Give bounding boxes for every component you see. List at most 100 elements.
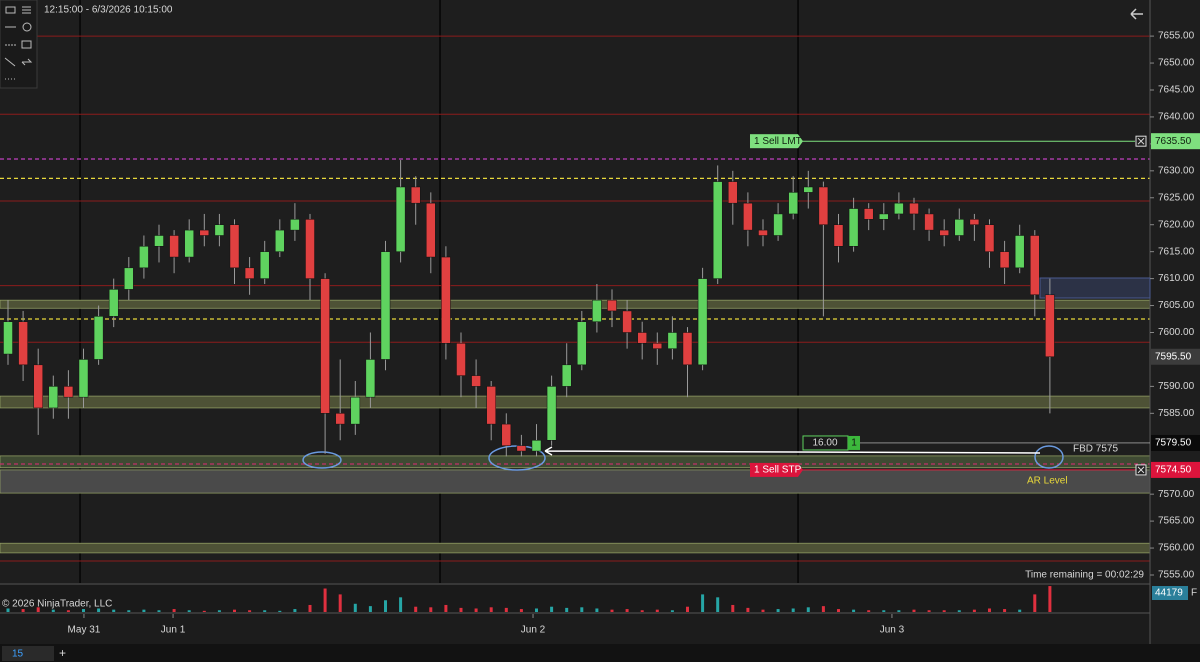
volume-bar [972,609,976,612]
volume-bar [927,610,931,612]
candle-body [969,219,980,225]
candle-body [516,445,527,452]
volume-bar [142,609,146,612]
candle-body [154,235,164,247]
volume-bar [278,610,282,612]
candle-body [259,251,270,279]
tool-lines[interactable] [22,6,31,14]
tool-trend[interactable] [4,57,16,67]
under-layer [0,0,1151,614]
volume-bar [1003,609,1007,612]
volume-bar [685,606,689,612]
position-qty-box [848,435,860,450]
over-layer: 7655.007650.007645.007640.007635.007630.… [3,31,1200,636]
volume-bar [82,609,86,612]
candle-body [33,364,43,409]
volume-bar [157,610,161,612]
volume-bar [640,610,644,612]
x-tick-label: Jun 2 [521,625,546,636]
y-tick-label: 7625.00 [1158,192,1195,203]
y-tick-label: 7585.00 [1158,408,1195,419]
order-tag-tip [798,134,803,149]
volume-bar [187,610,191,612]
tab-label[interactable]: 15 [12,649,24,660]
y-tick-label: 7610.00 [1158,273,1195,284]
candle-body [788,192,798,215]
volume-bar [761,609,765,612]
tool-rect[interactable] [5,6,16,14]
candle-body [169,235,179,258]
volume-bar [821,606,825,612]
candle-body [592,299,602,322]
volume-bar [716,597,720,612]
tab-bar [0,644,1200,662]
y-tick-label: 7620.00 [1158,219,1195,230]
candle-body [305,219,315,279]
candle-body [924,213,934,231]
back-arrow[interactable] [1130,8,1143,20]
order-label[interactable]: 1 Sell STP [754,465,802,476]
y-tick-label: 7655.00 [1158,31,1195,42]
candle-body [471,375,481,387]
candle-body [350,396,361,425]
y-tick-label: 7640.00 [1158,112,1195,123]
copyright: © 2026 NinjaTrader, LLC [2,599,112,610]
volume-bar [912,609,916,612]
candle-body [78,359,89,398]
volume-bar [323,588,327,612]
price-tag [1151,461,1200,478]
order-tag[interactable] [750,134,798,149]
candle-body [108,289,119,317]
cancel-icon [1137,466,1145,474]
volume-bar [293,609,297,612]
last-price-tag [1151,348,1200,365]
timer: Time remaining = 00:02:29 [1025,570,1144,581]
order-label[interactable]: 1 Sell LMT [754,136,802,147]
candle-body [184,229,194,258]
y-tick-label: 7560.00 [1158,543,1195,554]
tool-arrow[interactable] [21,58,33,66]
volume-bar [550,606,554,612]
volume-bar [701,594,705,612]
candle-body [380,251,391,360]
order-tag[interactable] [750,462,798,477]
highlight-box [1039,277,1151,299]
volume-bar [655,609,659,612]
price-tag-label: 7635.50 [1155,136,1192,147]
volume-panel [0,583,1150,614]
candle-body [879,213,889,220]
volume-bar [474,608,478,612]
marker-ellipse [1034,445,1064,469]
volume-bar [338,594,342,612]
candle-body [199,229,210,236]
y-tick-label: 7565.00 [1158,516,1195,527]
volume-bar [172,609,176,612]
volume-bar [746,607,750,612]
tab[interactable] [2,646,54,661]
volume-bar [127,610,131,612]
tool-region[interactable] [21,40,32,49]
candle-body [320,278,330,414]
candle-body [3,321,13,355]
candle-body [728,181,738,204]
candle-body [275,229,285,252]
candle-body [773,213,783,236]
x-tick-label: Jun 1 [161,625,186,636]
candle-body [607,299,617,312]
candle-body [244,267,255,279]
volume-bar [580,607,584,612]
candle-body [290,219,300,231]
volume-bar [776,609,780,612]
add-tab[interactable]: + [59,646,66,660]
x-tick-label: May 31 [68,625,101,636]
candle-body [1014,235,1025,269]
candle-body [441,256,451,344]
x-tick-label: Jun 3 [880,625,905,636]
volume-bar [806,607,810,612]
candle-body [229,224,240,269]
position-qty: 1 [851,438,857,449]
candle-body [833,224,844,247]
tool-ellipse[interactable] [22,22,32,32]
